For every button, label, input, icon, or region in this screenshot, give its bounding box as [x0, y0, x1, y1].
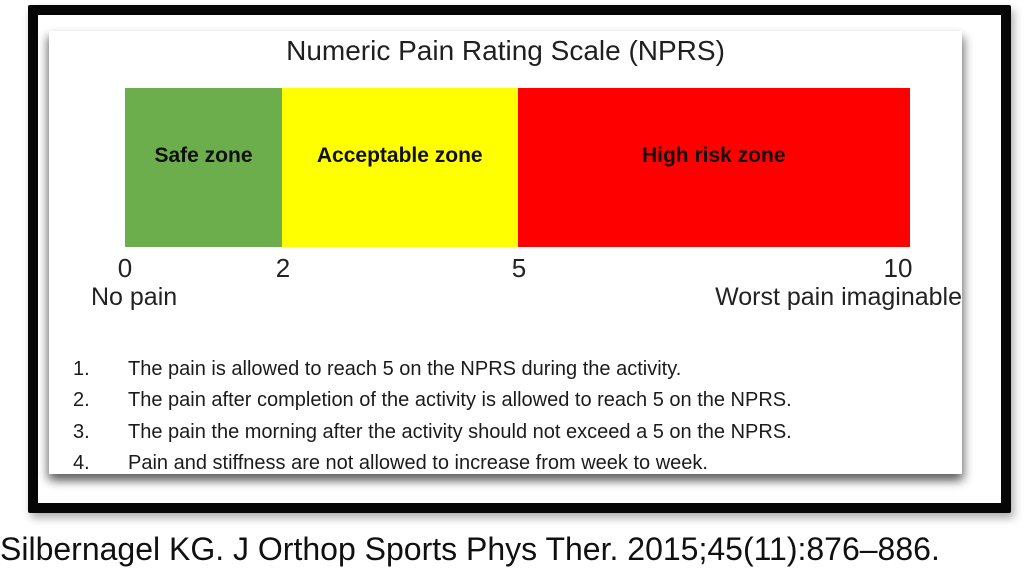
nprs-figure-panel: Numeric Pain Rating Scale (NPRS) Safe zo… — [49, 31, 962, 474]
rule-item: 2. The pain after completion of the acti… — [73, 388, 953, 419]
rule-text: The pain after completion of the activit… — [128, 389, 792, 412]
axis-tick-5: 5 — [511, 253, 527, 283]
nprs-scale-bar: Safe zone Acceptable zone High risk zone — [125, 88, 910, 247]
citation: Silbernagel KG. J Orthop Sports Phys The… — [0, 531, 940, 567]
safe-zone: Safe zone — [125, 88, 282, 247]
axis-min-label: No pain — [91, 283, 178, 311]
rule-number: 3. — [73, 420, 90, 443]
axis-tick-2: 2 — [275, 253, 291, 283]
rule-text: The pain the morning after the activity … — [128, 420, 792, 443]
rule-item: 3. The pain the morning after the activi… — [73, 420, 953, 451]
rule-text: The pain is allowed to reach 5 on the NP… — [128, 358, 682, 380]
figure-title: Numeric Pain Rating Scale (NPRS) — [286, 35, 725, 66]
axis-tick-10: 10 — [883, 253, 913, 283]
rule-number: 1. — [73, 358, 90, 380]
high-risk-zone-label: High risk zone — [641, 144, 786, 167]
axis-max-label: Worst pain imaginable — [715, 283, 962, 311]
acceptable-zone-label: Acceptable zone — [316, 144, 483, 167]
pain-rules-list: 1. The pain is allowed to reach 5 on the… — [73, 357, 953, 474]
rule-number: 4. — [73, 452, 90, 474]
high-risk-zone: High risk zone — [517, 88, 910, 247]
safe-zone-label: Safe zone — [154, 144, 253, 167]
rule-item: 1. The pain is allowed to reach 5 on the… — [73, 357, 953, 388]
rule-text: Pain and stiffness are not allowed to in… — [128, 452, 708, 474]
axis-tick-0: 0 — [117, 253, 133, 283]
rule-number: 2. — [73, 389, 90, 412]
figure-frame: Numeric Pain Rating Scale (NPRS) Safe zo… — [28, 5, 1011, 513]
acceptable-zone: Acceptable zone — [282, 88, 518, 247]
rule-item: 4. Pain and stiffness are not allowed to… — [73, 451, 953, 474]
